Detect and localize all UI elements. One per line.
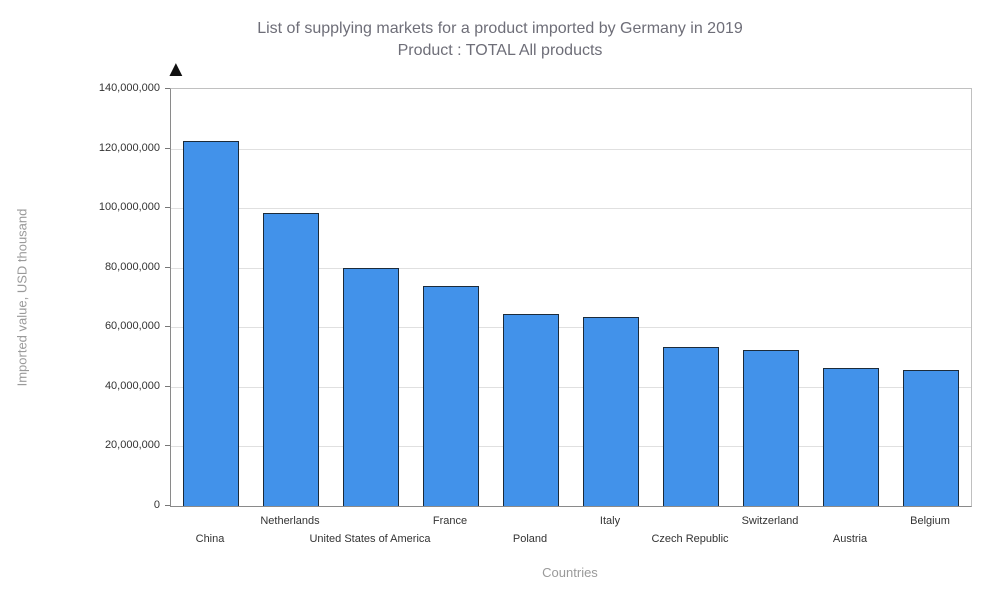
gridline (171, 446, 971, 448)
x-category-label: Belgium (910, 515, 950, 527)
chart-title-line1: List of supplying markets for a product … (257, 20, 743, 37)
plot-area (170, 88, 972, 507)
bar-china[interactable] (183, 141, 239, 506)
gridline (171, 386, 971, 388)
y-axis-title: Imported value, USD thousand (14, 208, 30, 387)
chart-title: List of supplying markets for a product … (0, 18, 1000, 62)
bar-austria[interactable] (823, 368, 879, 506)
y-tick-label: 0 (153, 499, 160, 511)
y-tick-label: 140,000,000 (98, 82, 160, 94)
bar-netherlands[interactable] (263, 212, 319, 506)
x-category-label: Italy (599, 515, 621, 527)
triangle-marker-icon: ▲ (165, 56, 187, 81)
bar-italy[interactable] (583, 316, 639, 506)
gridline (171, 267, 971, 269)
x-axis-title: Countries (542, 565, 598, 580)
bar-czech-republic[interactable] (663, 346, 719, 506)
x-category-label: France (432, 515, 468, 527)
y-tick-label: 120,000,000 (98, 141, 160, 154)
bar-united-states-of-america[interactable] (343, 267, 399, 506)
y-tick-mark (165, 88, 170, 89)
y-tick-mark (165, 505, 170, 506)
x-category-label: Poland (512, 533, 548, 545)
y-tick-mark (165, 326, 170, 328)
y-tick-mark (165, 385, 170, 387)
bar-poland[interactable] (503, 313, 559, 506)
gridline (171, 327, 971, 329)
y-tick-mark (165, 147, 170, 149)
y-tick-mark (165, 266, 170, 268)
y-tick-label: 100,000,000 (98, 201, 160, 214)
x-category-label: Czech Republic (651, 533, 729, 545)
y-tick-mark (165, 445, 170, 447)
y-tick-label: 40,000,000 (104, 379, 160, 392)
y-tick-label: 80,000,000 (104, 260, 160, 273)
x-category-label: United States of America (309, 533, 431, 545)
y-tick-mark (165, 207, 170, 209)
bar-france[interactable] (423, 285, 479, 506)
y-tick-label: 60,000,000 (104, 320, 160, 333)
bar-switzerland[interactable] (743, 350, 799, 506)
bar-belgium[interactable] (903, 369, 959, 506)
x-category-label: China (195, 533, 225, 545)
x-category-label: Switzerland (741, 515, 799, 527)
x-category-label: Netherlands (260, 515, 320, 527)
x-category-label: Austria (832, 533, 868, 545)
gridline (171, 208, 971, 210)
y-tick-label: 20,000,000 (104, 439, 160, 452)
chart-title-line2: Product : TOTAL All products (397, 42, 603, 59)
gridline (171, 148, 971, 150)
